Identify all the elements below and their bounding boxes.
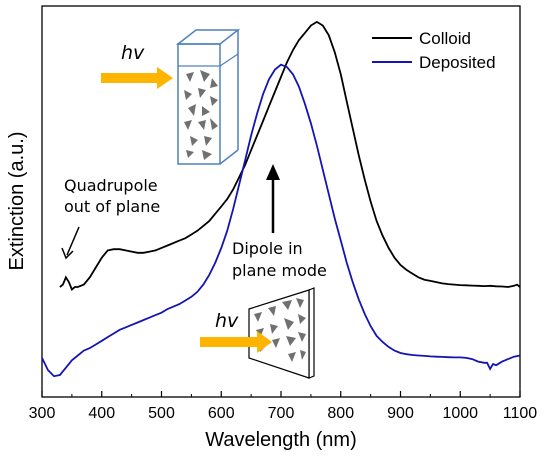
x-tick-label: 900 — [387, 405, 414, 422]
cuvette-liquid-level-back — [219, 53, 239, 67]
x-axis-label: Wavelength (nm) — [205, 429, 357, 451]
deposited-film-inset — [248, 287, 315, 379]
hv-label-top: hv — [121, 42, 145, 64]
hv-label-bottom: hv — [215, 310, 239, 332]
x-tick-label: 300 — [29, 405, 56, 422]
quadrupole-pointer-arrow — [61, 226, 80, 260]
x-tick-label: 800 — [327, 405, 354, 422]
x-tick-label: 600 — [208, 405, 235, 422]
cuvette-top-face — [175, 29, 241, 45]
legend-label-colloid: Colloid — [419, 29, 471, 48]
incident-light-arrow-top — [101, 67, 173, 89]
colloid-particles — [184, 70, 218, 160]
series-line-deposited — [41, 63, 521, 378]
x-tick-label: 1000 — [442, 405, 478, 422]
dipole-annotation-line1: Dipole in — [232, 239, 303, 258]
dipole-annotation-line2: plane mode — [232, 261, 327, 280]
x-axis-ticks — [41, 391, 521, 397]
legend-label-deposited: Deposited — [419, 53, 496, 72]
quadrupole-annotation-line1: Quadrupole — [64, 176, 158, 195]
x-tick-label: 700 — [268, 405, 295, 422]
x-tick-label: 500 — [148, 405, 175, 422]
cuvette-bottom-edge — [219, 149, 239, 165]
quadrupole-annotation-line2: out of plane — [64, 197, 160, 216]
colloid-cuvette-inset — [175, 29, 241, 165]
cuvette-front-face — [177, 43, 221, 165]
film-edge — [308, 287, 315, 379]
x-tick-label: 1100 — [503, 405, 538, 422]
legend: Colloid Deposited — [372, 29, 496, 72]
y-axis-label: Extinction (a.u.) — [6, 132, 28, 271]
x-axis-tick-labels: 300 400 500 600 700 800 900 1000 1100 — [29, 405, 538, 422]
series-line-colloid — [59, 20, 521, 291]
incident-light-arrow-bottom — [200, 331, 272, 353]
x-tick-label: 400 — [88, 405, 115, 422]
dipole-pointer-arrow — [266, 164, 280, 233]
